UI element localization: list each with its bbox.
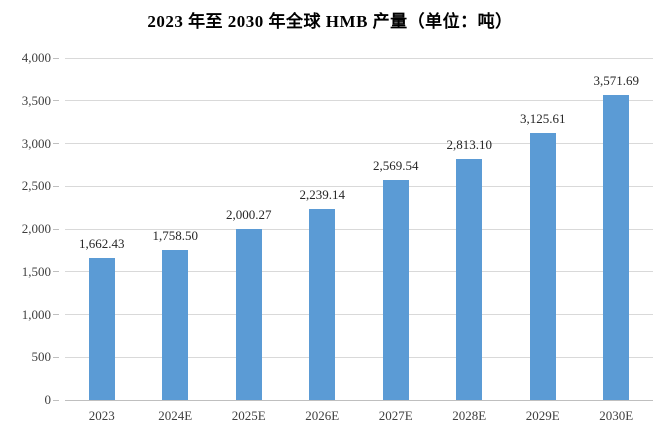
y-axis-label: 2,500 (21, 178, 51, 194)
bar (382, 180, 409, 400)
bar-value-label: 3,571.69 (593, 73, 640, 88)
gridline (65, 271, 653, 273)
y-axis-tick (53, 228, 59, 230)
y-axis-label: 0 (44, 392, 52, 407)
y-axis-label: 3,000 (21, 135, 51, 151)
x-axis-label: 2027E (378, 408, 413, 423)
bar-value-label: 3,125.61 (520, 111, 566, 126)
x-axis-line (65, 399, 653, 401)
y-axis-tick (53, 100, 59, 102)
gridline (65, 185, 653, 187)
bar-value-label: 2,000.27 (226, 207, 272, 222)
y-axis-tick (53, 57, 59, 59)
y-axis-tick (53, 185, 59, 187)
gridline (65, 143, 653, 144)
bar (88, 258, 115, 400)
x-axis-label: 2025E (231, 408, 266, 423)
x-axis-label: 2024E (158, 408, 193, 423)
gridline (65, 100, 653, 102)
y-axis-tick (53, 356, 59, 358)
x-axis-label: 2030E (599, 408, 634, 423)
gridline (65, 228, 653, 230)
bar-value-label: 1,758.50 (152, 228, 199, 243)
bar-value-label: 2,813.10 (446, 137, 493, 152)
x-axis-label: 2026E (305, 408, 340, 423)
bar (309, 209, 336, 400)
y-axis-label: 1,500 (21, 263, 51, 279)
y-axis-tick (53, 271, 59, 273)
y-axis-tick (53, 314, 59, 315)
y-axis-label: 2,000 (21, 221, 51, 236)
bar (235, 229, 262, 400)
bar (456, 159, 483, 400)
y-axis-label: 3,500 (21, 92, 51, 108)
bar-value-label: 2,569.54 (373, 158, 419, 173)
y-axis-tick (53, 143, 59, 144)
x-axis-label: 2023 (88, 408, 115, 423)
x-axis-label: 2028E (452, 408, 487, 423)
bar-value-label: 2,239.14 (299, 187, 346, 202)
gridline (65, 356, 653, 358)
y-axis-label: 1,000 (21, 306, 51, 322)
y-axis-tick (53, 399, 59, 401)
bar (603, 95, 630, 400)
x-axis-label: 2029E (525, 408, 560, 423)
chart-title: 2023 年至 2030 年全球 HMB 产量（单位：吨） (147, 12, 513, 31)
bar-value-label: 1,662.43 (79, 236, 125, 251)
y-axis-label: 4,000 (21, 50, 51, 65)
gridline (65, 314, 653, 315)
gridline (65, 57, 653, 59)
y-axis-label: 500 (31, 349, 52, 365)
bar (162, 250, 189, 400)
bar (529, 133, 556, 400)
